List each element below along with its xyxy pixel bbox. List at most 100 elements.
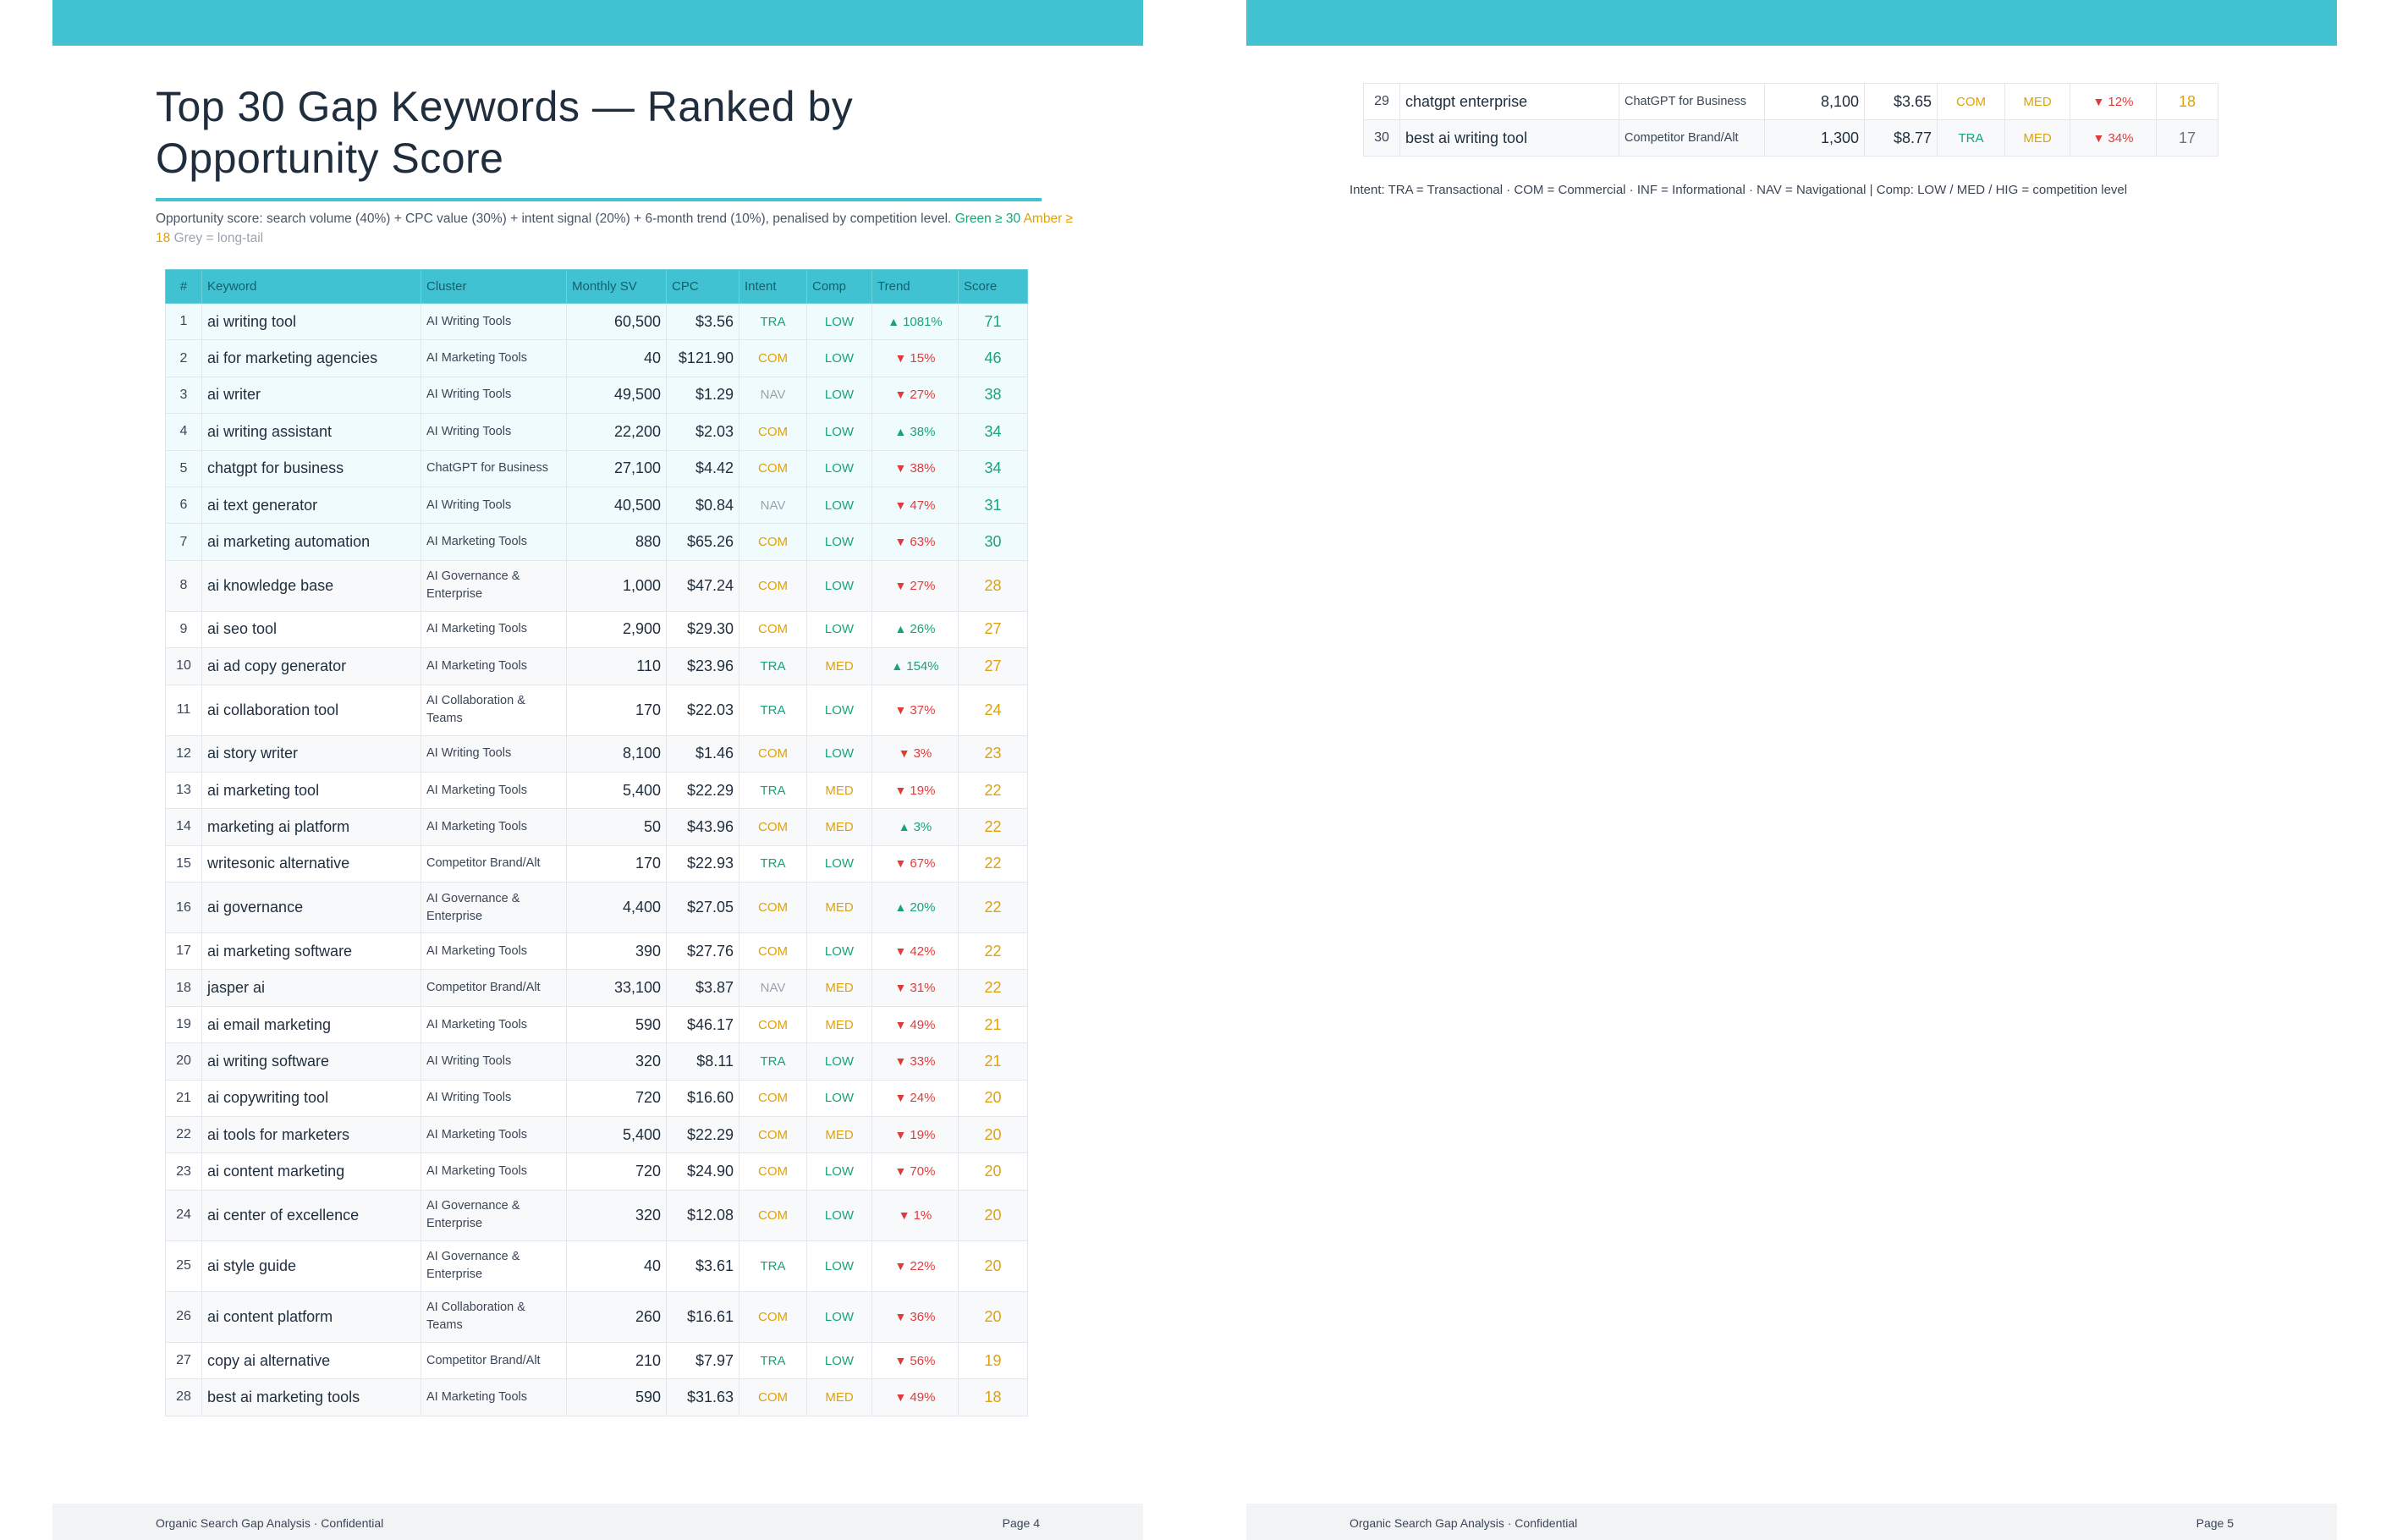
row-score: 46 bbox=[958, 339, 1028, 377]
row-rank: 24 bbox=[165, 1189, 202, 1241]
row-intent: TRA bbox=[739, 844, 807, 883]
row-intent: COM bbox=[739, 1378, 807, 1416]
row-monthly-sv: 8,100 bbox=[566, 734, 667, 773]
row-keyword: ai marketing automation bbox=[201, 523, 421, 561]
row-score: 22 bbox=[958, 969, 1028, 1007]
grey-band-note: Grey = long-tail bbox=[173, 231, 264, 245]
table-row: 12 ai story writer AI Writing Tools 8,100 $1… bbox=[165, 734, 1028, 773]
row-monthly-sv: 50 bbox=[566, 808, 667, 846]
row-score: 21 bbox=[958, 1042, 1028, 1081]
row-comp: LOW bbox=[806, 339, 872, 377]
row-rank: 11 bbox=[165, 684, 202, 736]
row-rank: 10 bbox=[165, 647, 202, 685]
trend-down-icon: ▼ bbox=[894, 1258, 907, 1273]
row-cluster: AI Governance & Enterprise bbox=[421, 882, 567, 934]
row-trend-value: 26% bbox=[910, 622, 936, 637]
row-rank: 29 bbox=[1363, 83, 1400, 120]
col-keyword: Keyword bbox=[201, 269, 421, 304]
row-intent: COM bbox=[739, 1152, 807, 1191]
row-score: 38 bbox=[958, 376, 1028, 415]
row-cpc: $22.93 bbox=[666, 844, 739, 883]
row-comp: LOW bbox=[806, 559, 872, 612]
row-cluster: AI Marketing Tools bbox=[421, 523, 567, 561]
row-comp: LOW bbox=[806, 1079, 872, 1118]
row-comp: MED bbox=[806, 969, 872, 1007]
row-score: 17 bbox=[2156, 119, 2218, 157]
row-trend: ▼ 31% bbox=[871, 969, 959, 1007]
row-cpc: $43.96 bbox=[666, 808, 739, 846]
row-trend-value: 33% bbox=[910, 1053, 936, 1069]
table-row: 18 jasper ai Competitor Brand/Alt 33,100 $3.… bbox=[165, 969, 1028, 1007]
row-comp: LOW bbox=[806, 1290, 872, 1343]
row-cluster: Competitor Brand/Alt bbox=[1619, 119, 1765, 157]
row-comp: LOW bbox=[806, 1240, 872, 1292]
trend-down-icon: ▼ bbox=[894, 388, 907, 402]
row-rank: 8 bbox=[165, 559, 202, 612]
row-trend: ▼ 22% bbox=[871, 1240, 959, 1292]
trend-down-icon: ▼ bbox=[894, 943, 907, 958]
trend-up-icon: ▲ bbox=[894, 900, 907, 915]
trend-up-icon: ▲ bbox=[894, 424, 907, 438]
row-trend-value: 67% bbox=[910, 856, 936, 872]
row-trend-value: 3% bbox=[913, 746, 932, 762]
table-row: 4 ai writing assistant AI Writing Tools 22,… bbox=[165, 413, 1028, 451]
col-intent: Intent bbox=[739, 269, 807, 304]
row-monthly-sv: 1,000 bbox=[566, 559, 667, 612]
table-row: 19 ai email marketing AI Marketing Tools 59… bbox=[165, 1005, 1028, 1044]
row-rank: 23 bbox=[165, 1152, 202, 1191]
row-comp: LOW bbox=[806, 684, 872, 736]
row-intent: COM bbox=[739, 1290, 807, 1343]
row-trend: ▲ 26% bbox=[871, 610, 959, 649]
row-cluster: AI Marketing Tools bbox=[421, 1378, 567, 1416]
row-rank: 13 bbox=[165, 771, 202, 810]
row-cluster: AI Writing Tools bbox=[421, 486, 567, 525]
row-intent: TRA bbox=[739, 1042, 807, 1081]
row-trend-value: 1% bbox=[913, 1207, 932, 1223]
row-keyword: ai text generator bbox=[201, 486, 421, 525]
row-score: 18 bbox=[2156, 83, 2218, 120]
row-score: 30 bbox=[958, 523, 1028, 561]
trend-down-icon: ▼ bbox=[894, 981, 907, 995]
row-score: 20 bbox=[958, 1116, 1028, 1154]
row-trend-value: 38% bbox=[910, 461, 936, 476]
table-row: 2 ai for marketing agencies AI Marketing T… bbox=[165, 339, 1028, 377]
row-comp: LOW bbox=[806, 449, 872, 487]
row-cluster: AI Marketing Tools bbox=[421, 339, 567, 377]
row-rank: 4 bbox=[165, 413, 202, 451]
row-trend-value: 47% bbox=[910, 498, 936, 513]
row-comp: LOW bbox=[806, 844, 872, 883]
row-score: 34 bbox=[958, 449, 1028, 487]
green-band-note: Green ≥ 30 bbox=[954, 212, 1021, 226]
row-cpc: $3.61 bbox=[666, 1240, 739, 1292]
col-rank: # bbox=[165, 269, 202, 304]
header-row: # Keyword Cluster Monthly SV CPC Intent … bbox=[165, 269, 1028, 304]
row-monthly-sv: 2,900 bbox=[566, 610, 667, 649]
trend-up-icon: ▲ bbox=[888, 314, 900, 328]
row-trend: ▼ 42% bbox=[871, 932, 959, 971]
row-cpc: $8.77 bbox=[1864, 119, 1938, 157]
row-trend: ▼ 19% bbox=[871, 771, 959, 810]
row-monthly-sv: 110 bbox=[566, 647, 667, 685]
col-cpc: CPC bbox=[666, 269, 739, 304]
row-trend-value: 1081% bbox=[903, 314, 943, 329]
row-intent: TRA bbox=[739, 647, 807, 685]
row-cpc: $1.29 bbox=[666, 376, 739, 415]
row-rank: 21 bbox=[165, 1079, 202, 1118]
trend-down-icon: ▼ bbox=[894, 1127, 907, 1141]
table-row: 21 ai copywriting tool AI Writing Tools 720… bbox=[165, 1079, 1028, 1118]
row-intent: COM bbox=[739, 1189, 807, 1241]
row-intent: TRA bbox=[739, 1341, 807, 1380]
row-cpc: $0.84 bbox=[666, 486, 739, 525]
row-cluster: AI Marketing Tools bbox=[421, 610, 567, 649]
footer-page-number: Page 5 bbox=[2196, 1516, 2234, 1530]
table-row: 23 ai content marketing AI Marketing Tools… bbox=[165, 1152, 1028, 1191]
row-trend-value: 27% bbox=[910, 578, 936, 593]
row-trend-value: 56% bbox=[910, 1353, 936, 1368]
row-comp: LOW bbox=[806, 413, 872, 451]
row-trend: ▼ 15% bbox=[871, 339, 959, 377]
row-monthly-sv: 390 bbox=[566, 932, 667, 971]
row-trend: ▼ 34% bbox=[2070, 119, 2157, 157]
row-monthly-sv: 4,400 bbox=[566, 882, 667, 934]
table-row: 16 ai governance AI Governance & Enterpris… bbox=[165, 882, 1028, 934]
row-intent: NAV bbox=[739, 486, 807, 525]
